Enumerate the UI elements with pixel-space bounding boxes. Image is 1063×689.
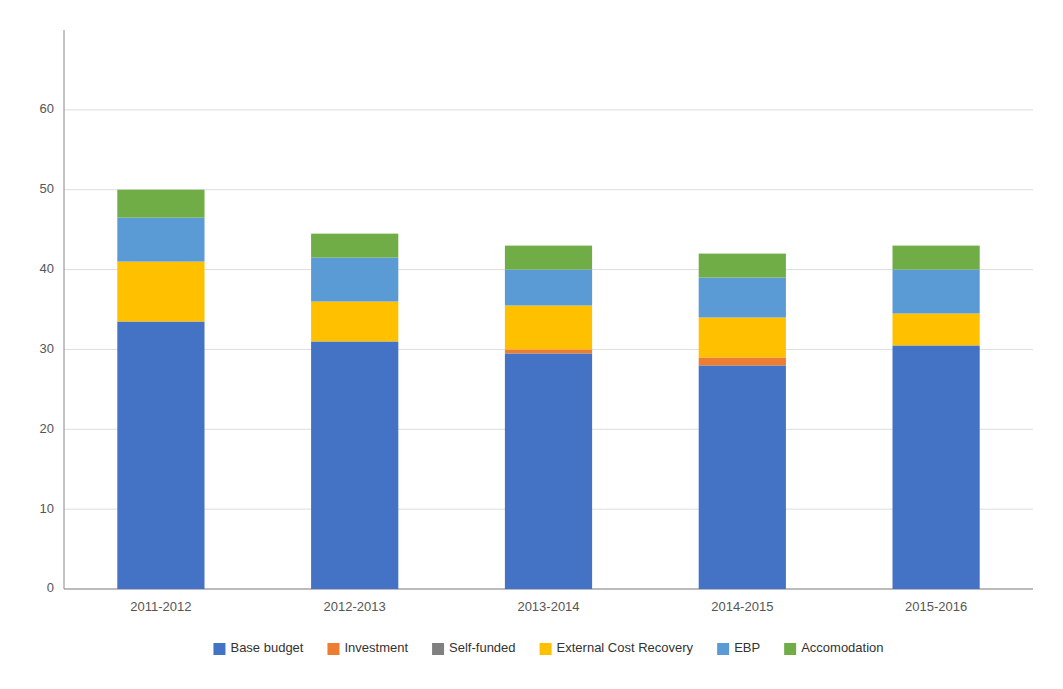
legend-swatch bbox=[327, 643, 339, 655]
legend-swatch bbox=[717, 643, 729, 655]
legend-label: Base budget bbox=[230, 640, 303, 655]
legend-label: External Cost Recovery bbox=[557, 640, 694, 655]
legend-label: EBP bbox=[734, 640, 760, 655]
bar-segment bbox=[699, 254, 786, 278]
y-tick-label: 50 bbox=[40, 181, 54, 196]
bar-segment bbox=[892, 313, 979, 345]
bar-segment bbox=[311, 258, 398, 302]
legend-swatch bbox=[540, 643, 552, 655]
legend-label: Investment bbox=[344, 640, 408, 655]
bar-segment bbox=[892, 270, 979, 314]
legend-swatch bbox=[432, 643, 444, 655]
bar-segment bbox=[117, 321, 204, 589]
legend-item: Investment bbox=[327, 640, 408, 655]
bar-segment bbox=[505, 353, 592, 589]
x-tick-label: 2013-2014 bbox=[517, 599, 579, 614]
legend: Base budget Investment Self-funded External… bbox=[213, 640, 883, 655]
chart-container: 0 10 20 30 40 50 60 2011-2012 2012-2013 2013-2014… bbox=[0, 0, 1063, 689]
bar-segment bbox=[311, 341, 398, 589]
legend-item: EBP bbox=[717, 640, 760, 655]
legend-item: External Cost Recovery bbox=[540, 640, 694, 655]
bar-segment bbox=[699, 365, 786, 589]
bar-segment bbox=[311, 234, 398, 258]
y-tick-label: 0 bbox=[47, 580, 54, 595]
x-tick-label: 2012-2013 bbox=[324, 599, 386, 614]
y-tick-label: 30 bbox=[40, 341, 54, 356]
bar-segment bbox=[699, 278, 786, 318]
legend-label: Self-funded bbox=[449, 640, 516, 655]
grid-line bbox=[64, 189, 1033, 190]
bar-segment bbox=[505, 246, 592, 270]
grid-line bbox=[64, 109, 1033, 110]
legend-item: Base budget bbox=[213, 640, 303, 655]
bar-segment bbox=[505, 349, 592, 353]
y-tick-label: 20 bbox=[40, 421, 54, 436]
y-tick-label: 60 bbox=[40, 101, 54, 116]
y-tick-label: 40 bbox=[40, 261, 54, 276]
y-tick-label: 10 bbox=[40, 501, 54, 516]
bar-segment bbox=[892, 246, 979, 270]
bar-segment bbox=[505, 270, 592, 306]
legend-swatch bbox=[213, 643, 225, 655]
bar-segment bbox=[699, 317, 786, 357]
bar-segment bbox=[311, 302, 398, 342]
x-tick-label: 2011-2012 bbox=[130, 599, 191, 614]
legend-item: Self-funded bbox=[432, 640, 516, 655]
bar-segment bbox=[117, 190, 204, 218]
x-tick-label: 2014-2015 bbox=[711, 599, 773, 614]
bar-segment bbox=[699, 357, 786, 365]
legend-swatch bbox=[784, 643, 796, 655]
legend-label: Accomodation bbox=[801, 640, 883, 655]
bar-segment bbox=[117, 218, 204, 262]
chart: 0 10 20 30 40 50 60 2011-2012 2012-2013 2013-2014… bbox=[0, 0, 1063, 689]
y-axis-line bbox=[64, 30, 65, 589]
legend-item: Accomodation bbox=[784, 640, 883, 655]
grid bbox=[64, 110, 1033, 589]
bar-segment bbox=[505, 306, 592, 350]
bars bbox=[117, 190, 979, 589]
bar-segment bbox=[892, 345, 979, 589]
bar-segment bbox=[117, 262, 204, 322]
x-tick-label: 2015-2016 bbox=[905, 599, 967, 614]
